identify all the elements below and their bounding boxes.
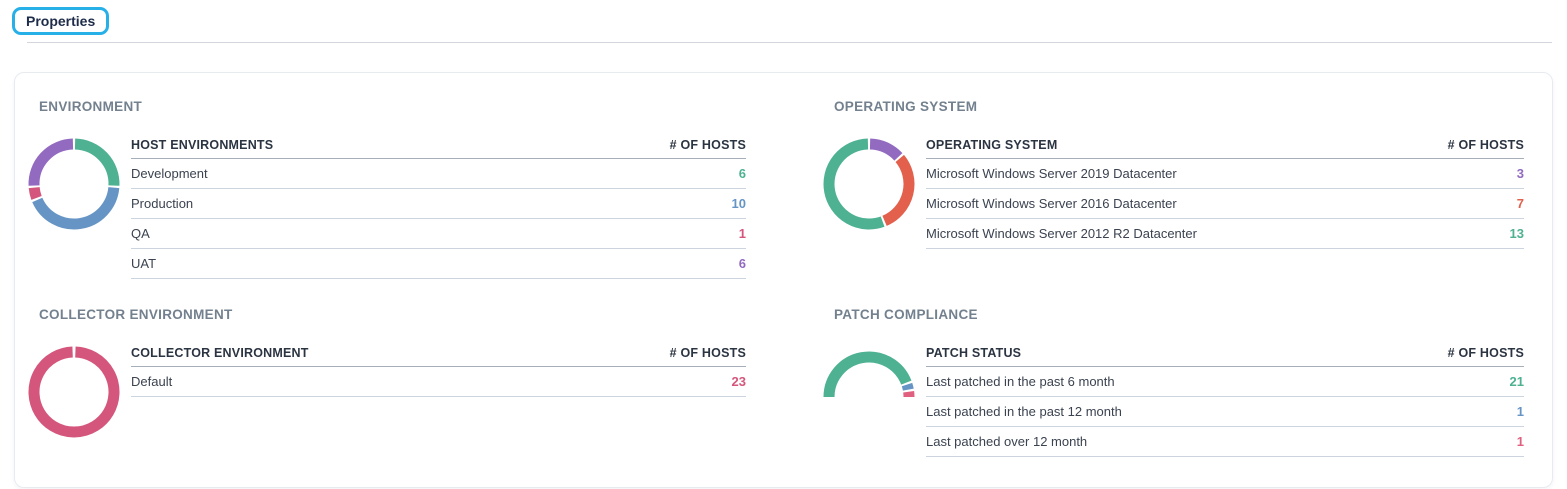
host-count-value: 7 bbox=[1516, 196, 1524, 211]
row-label: Production bbox=[131, 196, 194, 211]
row-label: UAT bbox=[131, 256, 157, 271]
row-label: Microsoft Windows Server 2012 R2 Datacen… bbox=[926, 226, 1197, 241]
patch-compliance-table: PATCH STATUS # OF HOSTS Last patched in th… bbox=[926, 346, 1524, 457]
tab-bar-divider bbox=[27, 42, 1552, 43]
donut-segment bbox=[28, 187, 42, 200]
table-row: UAT 6 bbox=[131, 249, 746, 279]
properties-card: ENVIRONMENT HOST ENVIRONMENTS # OF HOSTS D… bbox=[14, 72, 1553, 488]
host-count-value: 23 bbox=[731, 374, 746, 389]
table-row: Microsoft Windows Server 2012 R2 Datacen… bbox=[926, 219, 1524, 249]
environment-donut-chart bbox=[28, 138, 120, 230]
host-count-value: 21 bbox=[1509, 374, 1524, 389]
table-header-row: HOST ENVIRONMENTS # OF HOSTS bbox=[131, 138, 746, 159]
host-count-value: 1 bbox=[738, 226, 746, 241]
row-label: Microsoft Windows Server 2019 Datacenter bbox=[926, 166, 1177, 181]
table-header-label: COLLECTOR ENVIRONMENT bbox=[131, 346, 309, 360]
panel-title-patch-compliance: PATCH COMPLIANCE bbox=[834, 307, 978, 322]
donut-segment bbox=[823, 138, 885, 230]
table-header-label: HOST ENVIRONMENTS bbox=[131, 138, 274, 152]
table-row: QA 1 bbox=[131, 219, 746, 249]
row-label: Development bbox=[131, 166, 208, 181]
environment-table: HOST ENVIRONMENTS # OF HOSTS Development 6 P… bbox=[131, 138, 746, 279]
donut-segment bbox=[869, 138, 903, 161]
host-count-value: 13 bbox=[1509, 226, 1524, 241]
row-label: Last patched over 12 month bbox=[926, 434, 1088, 449]
table-header-hosts: # OF HOSTS bbox=[1447, 138, 1524, 152]
table-row: Development 6 bbox=[131, 159, 746, 189]
donut-segment bbox=[32, 186, 120, 230]
host-count-value: 10 bbox=[731, 196, 746, 211]
panel-title-environment: ENVIRONMENT bbox=[39, 99, 143, 114]
host-count-value: 3 bbox=[1516, 166, 1524, 181]
donut-segment bbox=[28, 346, 120, 438]
table-header-row: COLLECTOR ENVIRONMENT # OF HOSTS bbox=[131, 346, 746, 367]
table-row: Default 23 bbox=[131, 367, 746, 397]
row-label: Default bbox=[131, 374, 173, 389]
host-count-value: 1 bbox=[1516, 434, 1524, 449]
row-label: QA bbox=[131, 226, 150, 241]
table-header-hosts: # OF HOSTS bbox=[669, 346, 746, 360]
table-row: Microsoft Windows Server 2019 Datacenter… bbox=[926, 159, 1524, 189]
table-header-hosts: # OF HOSTS bbox=[669, 138, 746, 152]
table-row: Production 10 bbox=[131, 189, 746, 219]
panel-collector-environment: COLLECTOR ENVIRONMENT COLLECTOR ENVIRONM… bbox=[28, 307, 746, 457]
panel-patch-compliance: PATCH COMPLIANCE PATCH STATUS # OF HOSTS L… bbox=[823, 307, 1524, 457]
row-label: Last patched in the past 12 month bbox=[926, 404, 1122, 419]
operating-system-table: OPERATING SYSTEM # OF HOSTS Microsoft Wind… bbox=[926, 138, 1524, 249]
host-count-value: 6 bbox=[738, 166, 746, 181]
donut-segment bbox=[28, 138, 74, 186]
donut-segment bbox=[901, 382, 914, 391]
tab-properties[interactable]: Properties bbox=[12, 7, 110, 35]
row-label: Microsoft Windows Server 2016 Datacenter bbox=[926, 196, 1177, 211]
table-header-hosts: # OF HOSTS bbox=[1447, 346, 1524, 360]
donut-segment bbox=[882, 154, 915, 226]
panel-title-operating-system: OPERATING SYSTEM bbox=[834, 99, 978, 114]
collector-environment-table: COLLECTOR ENVIRONMENT # OF HOSTS Default 23 bbox=[131, 346, 746, 397]
table-header-label: PATCH STATUS bbox=[926, 346, 1022, 360]
table-row: Microsoft Windows Server 2016 Datacenter… bbox=[926, 189, 1524, 219]
tab-bar: Properties bbox=[0, 0, 1567, 43]
host-count-value: 6 bbox=[738, 256, 746, 271]
table-row: Last patched in the past 12 month 1 bbox=[926, 397, 1524, 427]
table-row: Last patched over 12 month 1 bbox=[926, 427, 1524, 457]
panel-operating-system: OPERATING SYSTEM OPERATING SYSTEM # OF HO… bbox=[823, 99, 1524, 279]
table-header-label: OPERATING SYSTEM bbox=[926, 138, 1058, 152]
table-header-row: PATCH STATUS # OF HOSTS bbox=[926, 346, 1524, 367]
table-row: Last patched in the past 6 month 21 bbox=[926, 367, 1524, 397]
row-label: Last patched in the past 6 month bbox=[926, 374, 1115, 389]
patch-compliance-gauge-chart bbox=[823, 346, 915, 404]
panel-title-collector-environment: COLLECTOR ENVIRONMENT bbox=[39, 307, 233, 322]
donut-segment bbox=[823, 351, 912, 398]
donut-segment bbox=[74, 138, 120, 186]
collector-environment-donut-chart bbox=[28, 346, 120, 438]
table-header-row: OPERATING SYSTEM # OF HOSTS bbox=[926, 138, 1524, 159]
host-count-value: 1 bbox=[1516, 404, 1524, 419]
operating-system-donut-chart bbox=[823, 138, 915, 230]
panel-environment: ENVIRONMENT HOST ENVIRONMENTS # OF HOSTS D… bbox=[28, 99, 746, 279]
